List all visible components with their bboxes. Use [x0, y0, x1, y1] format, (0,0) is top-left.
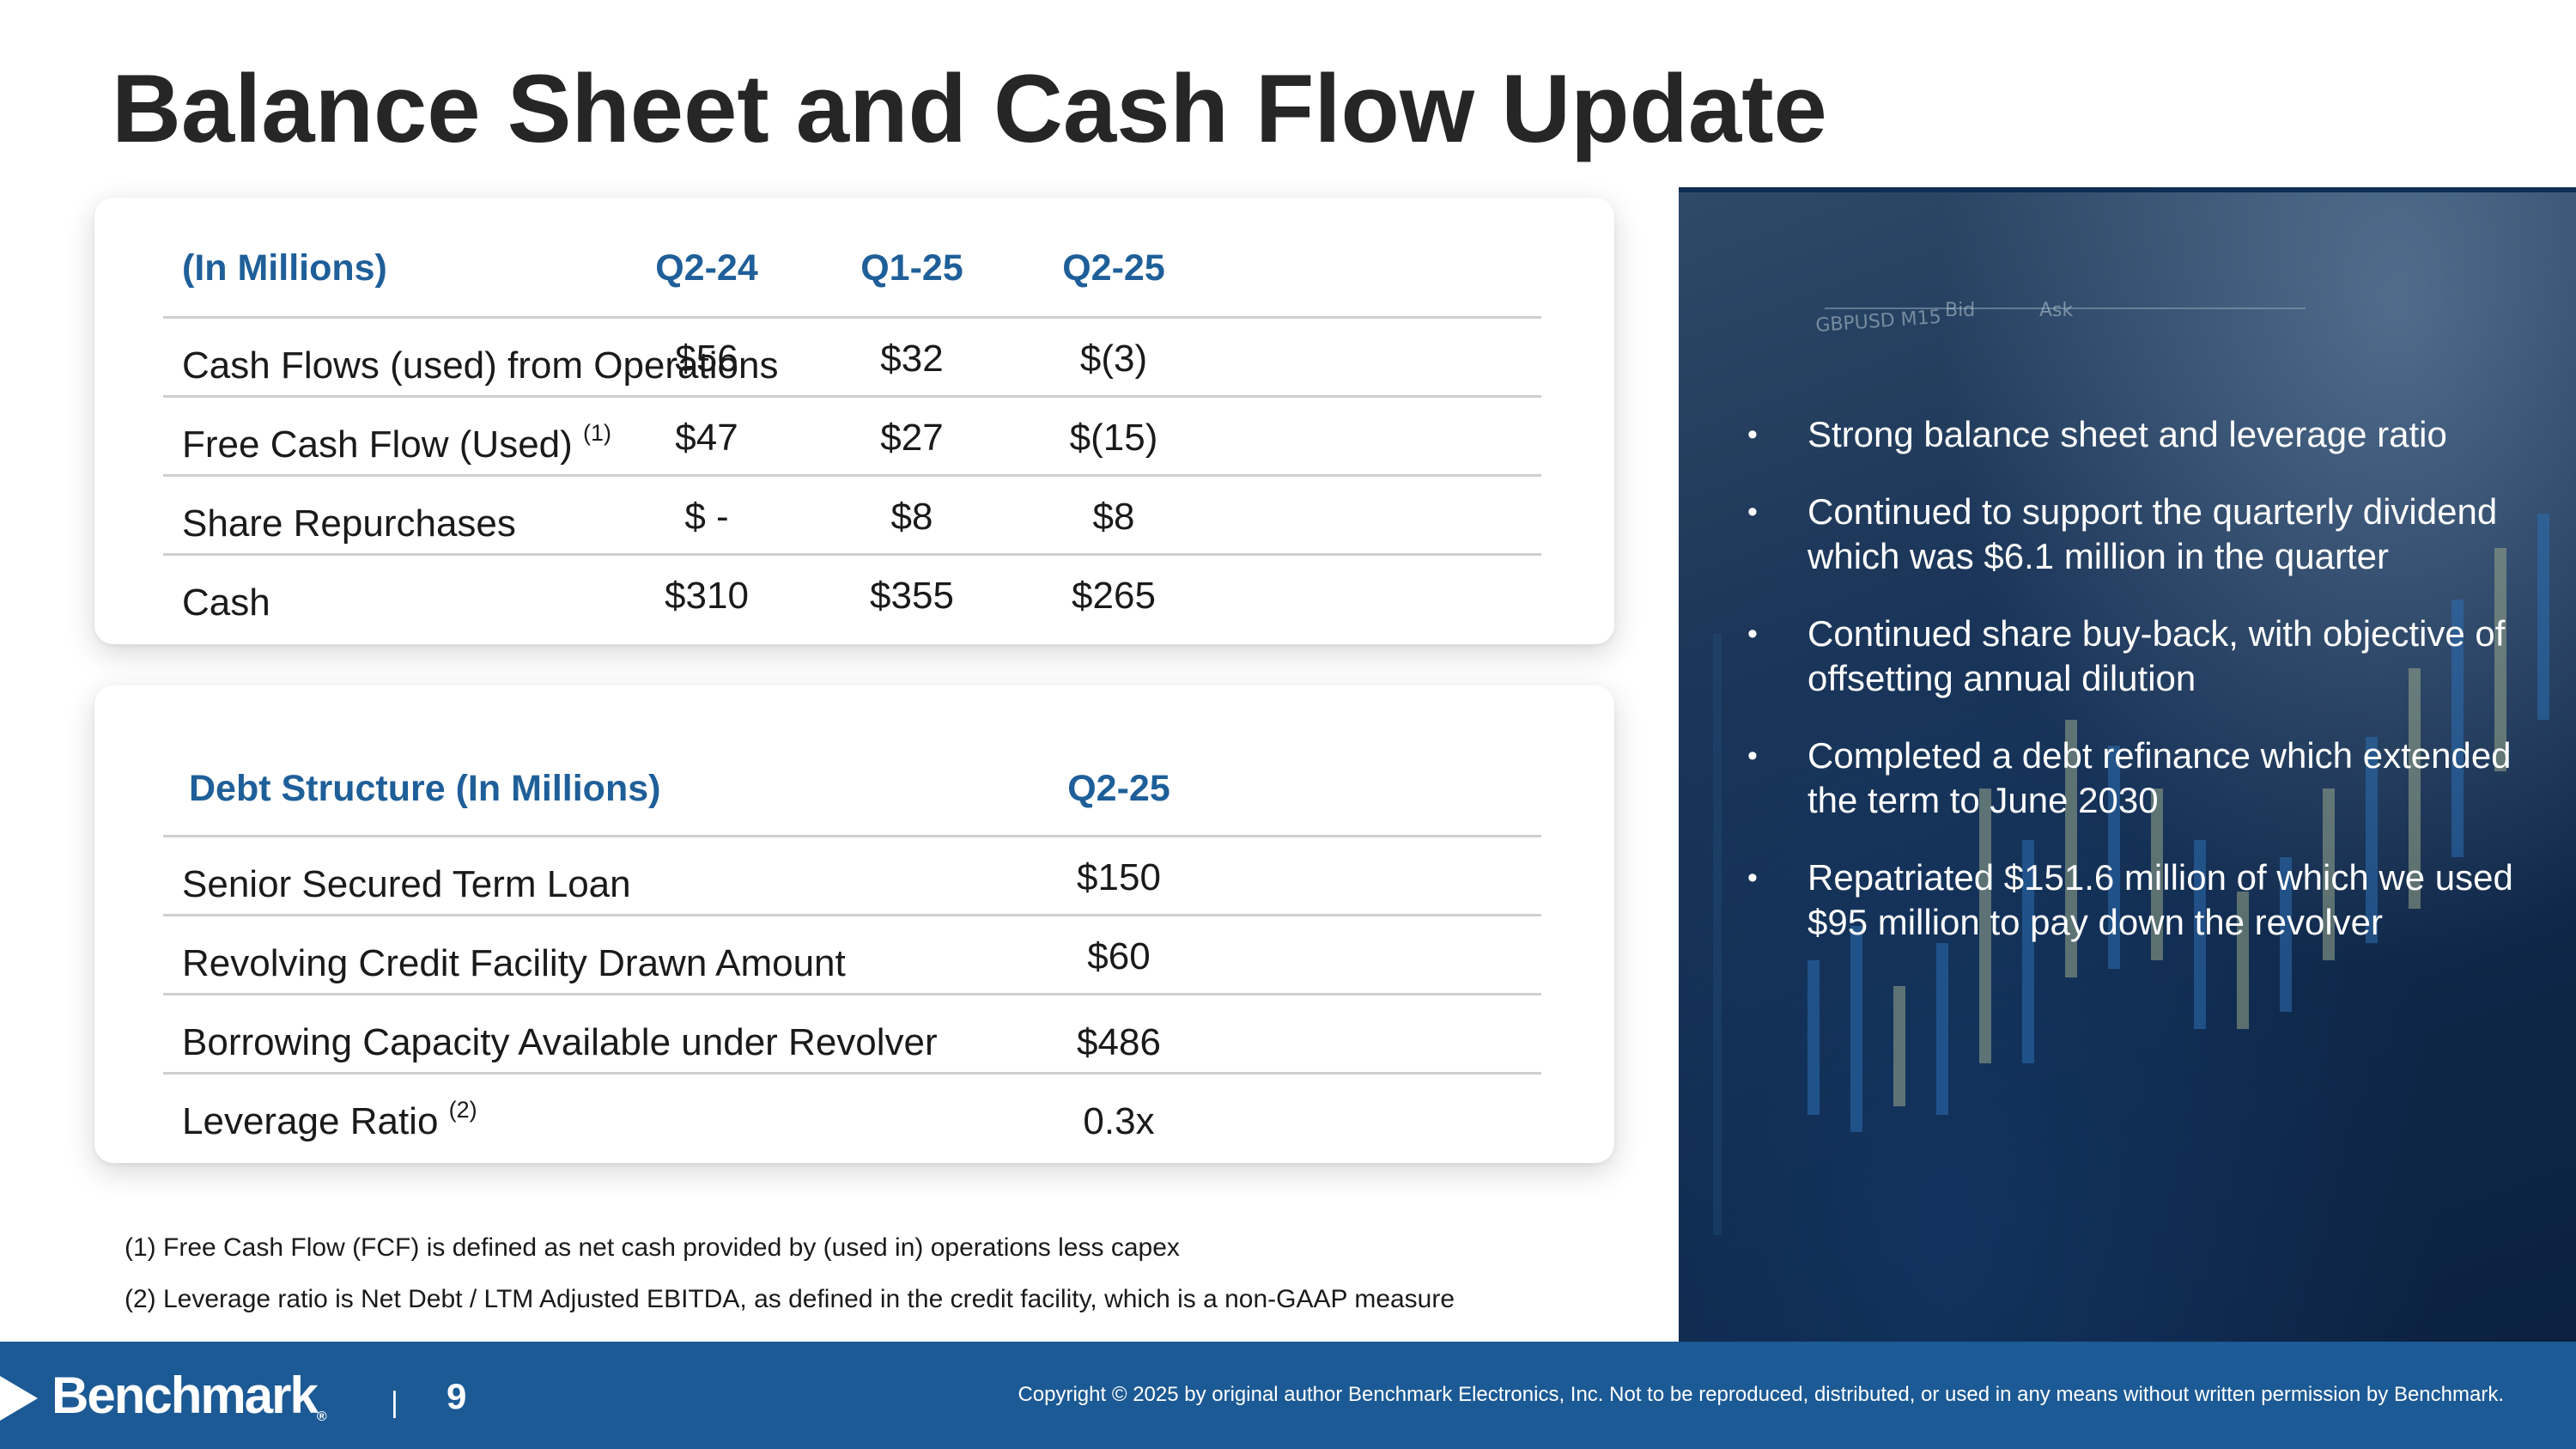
svg-text:Bid: Bid [1945, 300, 1975, 321]
footnote-ref: (2) [448, 1097, 477, 1123]
table-row: Revolving Credit Facility Drawn Amount $… [163, 914, 1541, 995]
debt-structure-table: Debt Structure (In Millions) Q2-25 Senio… [163, 685, 1541, 1163]
footnote-2: (2) Leverage ratio is Net Debt / LTM Adj… [125, 1285, 1455, 1313]
cash-header-col-1: Q2-24 [655, 247, 758, 289]
cash-header-col-3: Q2-25 [1062, 247, 1165, 289]
row-value: 0.3x [1083, 1100, 1155, 1142]
table-row: Senior Secured Term Loan $150 [163, 835, 1541, 916]
row-label: Revolving Credit Facility Drawn Amount [182, 942, 846, 984]
cash-flow-table: (In Millions) Q2-24 Q1-25 Q2-25 Cash Flo… [163, 198, 1541, 644]
row-label: Senior Secured Term Loan [182, 863, 631, 905]
row-value: $ - [684, 496, 729, 538]
row-value: $310 [665, 575, 749, 617]
row-label: Cash [182, 581, 270, 624]
row-value: $32 [880, 338, 944, 380]
table-row: Share Repurchases $ - $8 $8 [163, 474, 1541, 556]
table-row: Cash $310 $355 $265 [163, 553, 1541, 635]
table-row: Free Cash Flow (Used) (1) $47 $27 $(15) [163, 395, 1541, 477]
copyright-notice: Copyright © 2025 by original author Benc… [1018, 1383, 2504, 1406]
row-value: $60 [1087, 935, 1151, 977]
row-value: $265 [1072, 575, 1156, 617]
table-row: Cash Flows (used) from Operations $56 $3… [163, 316, 1541, 398]
list-item: Completed a debt refinance which extende… [1747, 734, 2546, 823]
row-value: $150 [1077, 856, 1161, 898]
row-value: $8 [1092, 496, 1135, 538]
list-item: Strong balance sheet and leverage ratio [1747, 412, 2546, 457]
table-row: Leverage Ratio (2) 0.3x [163, 1072, 1541, 1154]
debt-header-col: Q2-25 [1067, 768, 1170, 809]
row-value: $56 [675, 338, 738, 380]
row-value: $355 [870, 575, 954, 617]
row-label: Share Repurchases [182, 502, 516, 545]
footnote-ref: (1) [583, 420, 612, 446]
list-item: Continued share buy-back, with objective… [1747, 612, 2546, 701]
row-value: $(3) [1079, 338, 1148, 380]
svg-text:Ask: Ask [2039, 300, 2074, 321]
row-label: Borrowing Capacity Available under Revol… [182, 1021, 938, 1063]
row-value: $486 [1077, 1021, 1161, 1063]
highlights-list: Strong balance sheet and leverage ratio … [1747, 412, 2546, 977]
debt-header-label: Debt Structure (In Millions) [189, 768, 661, 809]
footnote-1: (1) Free Cash Flow (FCF) is defined as n… [125, 1233, 1180, 1262]
row-label: Cash Flows (used) from Operations [182, 344, 779, 387]
logo-arrow-icon [0, 1376, 38, 1421]
list-item: Repatriated $151.6 million of which we u… [1747, 855, 2546, 945]
row-label: Leverage Ratio (2) [182, 1097, 477, 1142]
cash-table-header: (In Millions) Q2-24 Q1-25 Q2-25 [163, 247, 1541, 299]
footer-divider: | [391, 1386, 398, 1419]
svg-text:GBPUSD M15: GBPUSD M15 [1815, 307, 1942, 337]
debt-structure-card: Debt Structure (In Millions) Q2-25 Senio… [94, 685, 1614, 1163]
list-item: Continued to support the quarterly divid… [1747, 490, 2546, 579]
row-value: $(15) [1069, 417, 1158, 459]
row-value: $8 [890, 496, 933, 538]
debt-table-header: Debt Structure (In Millions) Q2-25 [163, 768, 1541, 819]
row-value: $47 [675, 417, 738, 459]
cash-header-col-2: Q1-25 [860, 247, 963, 289]
row-label: Free Cash Flow (Used) (1) [182, 420, 612, 466]
cash-header-label: (In Millions) [182, 247, 387, 289]
page-title: Balance Sheet and Cash Flow Update [112, 55, 1827, 162]
highlights-panel: Bid Ask GBPUSD M15 Strong balance sheet … [1679, 187, 2576, 1343]
table-row: Borrowing Capacity Available under Revol… [163, 993, 1541, 1075]
benchmark-logo: Benchmark® [52, 1367, 327, 1424]
page-number: 9 [447, 1376, 467, 1416]
cash-flow-card: (In Millions) Q2-24 Q1-25 Q2-25 Cash Flo… [94, 198, 1614, 644]
row-value: $27 [880, 417, 944, 459]
footer-bar: Benchmark® | 9 Copyright © 2025 by origi… [0, 1342, 2576, 1449]
